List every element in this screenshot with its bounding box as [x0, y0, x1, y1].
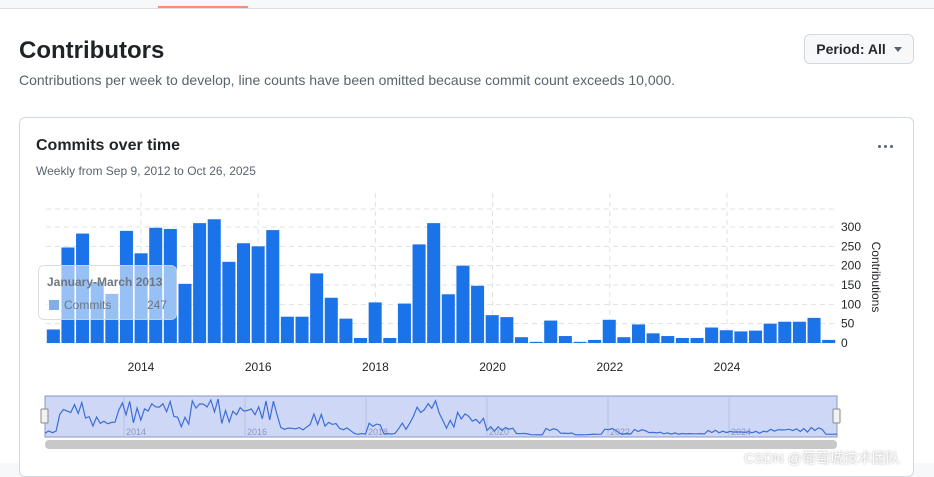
bar: [602, 319, 616, 343]
y-tick-label: 150: [841, 278, 861, 292]
bar: [558, 336, 572, 343]
bar: [471, 285, 485, 343]
y-tick-label: 0: [841, 336, 848, 350]
x-tick-label: 2020: [479, 360, 506, 374]
period-label: Period: All: [816, 41, 886, 57]
top-nav-bar: [0, 0, 934, 9]
bar: [46, 329, 60, 343]
bar: [822, 339, 836, 343]
x-tick-label: 2024: [714, 360, 741, 374]
bar: [705, 327, 719, 343]
navigator-tick-label: 2016: [247, 427, 267, 437]
bar: [588, 339, 602, 343]
bar: [354, 337, 368, 343]
bar: [280, 316, 294, 343]
bar: [807, 317, 821, 343]
bar: [207, 219, 221, 343]
active-tab-indicator: [158, 6, 248, 8]
navigator-right-handle: [832, 408, 841, 424]
period-dropdown-button[interactable]: Period: All: [804, 34, 914, 64]
bar: [236, 243, 251, 343]
card-title: Commits over time: [36, 137, 181, 154]
bar: [485, 315, 499, 343]
bar: [441, 294, 455, 343]
card-subtitle: Weekly from Sep 9, 2012 to Oct 26, 2025: [36, 164, 256, 178]
bar: [778, 321, 792, 343]
y-axis-label: Contributions: [869, 242, 883, 313]
bar: [193, 223, 207, 343]
bar: [675, 337, 689, 343]
bar: [251, 246, 265, 343]
chart-tooltip: January-March 2013 Commits 247: [38, 265, 177, 320]
tooltip-title: January-March 2013: [47, 275, 163, 289]
x-tick-label: 2016: [245, 360, 272, 374]
kebab-menu-icon[interactable]: [872, 136, 898, 156]
contributors-page: Contributors Contributions per week to d…: [0, 9, 934, 477]
bar: [631, 324, 646, 343]
bar: [792, 321, 806, 343]
navigator-tick-label: 2020: [489, 427, 509, 437]
bar: [763, 323, 777, 343]
navigator-scrollbar: [45, 440, 837, 449]
bar: [617, 337, 631, 343]
bar: [295, 316, 309, 343]
bar: [310, 273, 324, 343]
y-tick-label: 250: [841, 239, 861, 253]
x-tick-label: 2014: [128, 360, 155, 374]
bar: [573, 341, 587, 343]
bar: [324, 297, 338, 343]
navigator-tick-label: 2022: [610, 427, 630, 437]
navigator-tick-label: 2018: [368, 427, 388, 437]
bar: [690, 337, 704, 343]
page-title: Contributors: [19, 37, 165, 64]
bar: [339, 318, 353, 343]
bar: [544, 320, 558, 343]
bar: [719, 330, 733, 343]
tooltip-value: 247: [147, 298, 168, 312]
bar: [456, 265, 470, 343]
x-tick-label: 2018: [362, 360, 389, 374]
tooltip-series-label: Commits: [64, 298, 112, 312]
bar: [266, 230, 280, 343]
bar: [661, 336, 675, 343]
bar: [734, 331, 748, 343]
bar: [178, 283, 192, 343]
y-tick-label: 50: [841, 317, 855, 331]
x-tick-label: 2022: [596, 360, 623, 374]
y-tick-label: 200: [841, 259, 861, 273]
bar: [500, 317, 514, 343]
bar: [646, 333, 660, 343]
bar: [427, 223, 441, 343]
bar: [368, 302, 382, 343]
navigator-left-handle: [40, 408, 49, 424]
watermark-text: CSDN @葡萄城技术团队: [744, 450, 900, 466]
y-tick-label: 100: [841, 297, 861, 311]
navigator-tick-label: 2014: [126, 427, 146, 437]
navigator-series-line: [44, 398, 838, 436]
commits-chart: 0 50 100 150 200 250 300 2014 2016 2018 2020 2022 20…: [40, 193, 883, 449]
page-subtitle: Contributions per week to develop, line …: [19, 72, 676, 88]
bar: [222, 261, 236, 343]
bar: [749, 330, 763, 343]
y-tick-label: 300: [841, 220, 861, 234]
caret-down-icon: [893, 46, 902, 52]
bar: [529, 341, 543, 343]
bar: [383, 337, 397, 343]
bar: [412, 244, 426, 343]
tooltip-series-swatch: [49, 300, 59, 310]
bar: [397, 303, 411, 343]
bar: [514, 337, 528, 343]
